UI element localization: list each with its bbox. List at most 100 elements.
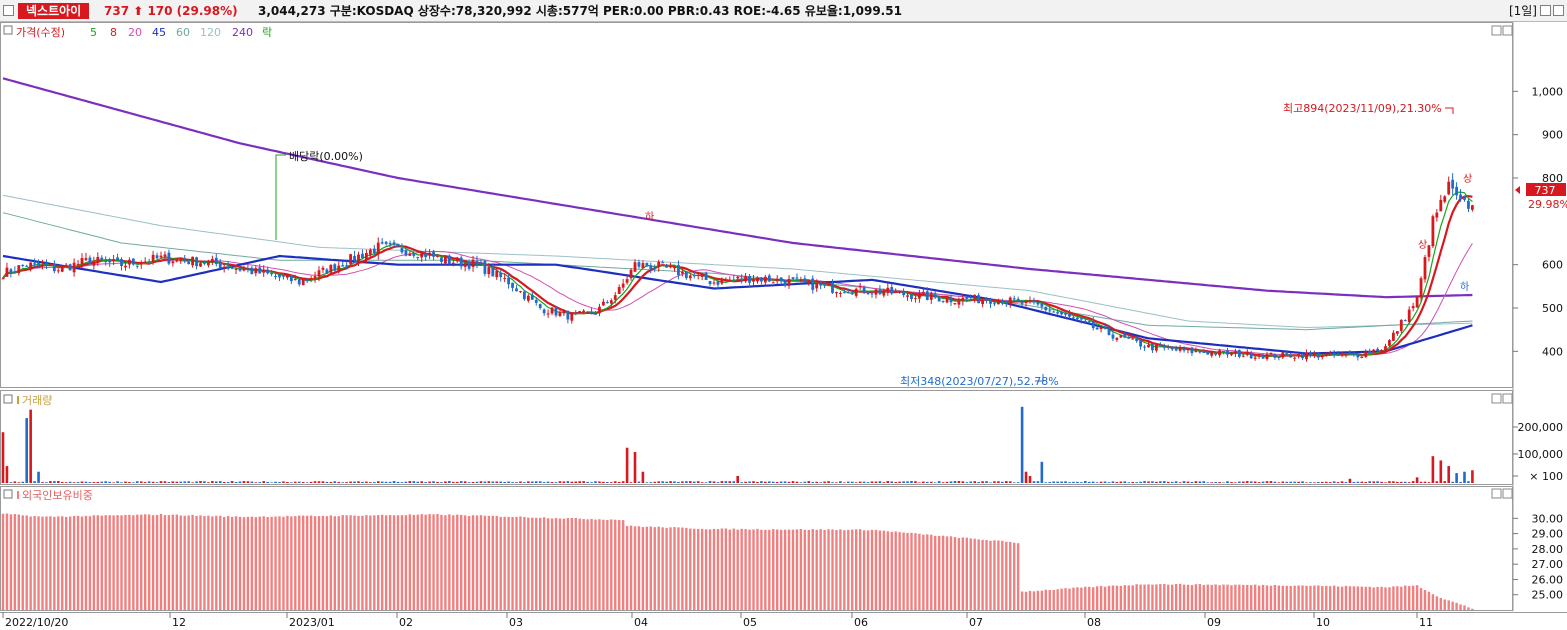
volume-bar — [511, 482, 514, 483]
volume-legend: 거래량 — [3, 394, 52, 407]
candle-body — [538, 304, 542, 309]
candle-body — [831, 282, 834, 293]
panel-option-button[interactable] — [1491, 393, 1502, 404]
candle-body — [637, 262, 641, 267]
candle-body — [1451, 179, 1455, 189]
foreign-ratio-bar — [467, 515, 471, 610]
candle-body — [1384, 346, 1387, 351]
volume-bar — [242, 481, 246, 483]
volume-bar — [80, 481, 84, 483]
volume-bar — [538, 481, 542, 483]
volume-bar — [779, 481, 783, 483]
panel-close-button[interactable] — [1502, 393, 1513, 404]
candle-body — [507, 277, 510, 285]
foreign-ratio-bar — [1099, 585, 1103, 610]
volume-bar — [329, 481, 333, 483]
candle-body — [1380, 350, 1383, 353]
foreign-ratio-bar — [1040, 590, 1044, 610]
period-selector[interactable]: [1일] — [1508, 4, 1537, 18]
candle-body — [33, 262, 36, 264]
candle-body — [1032, 300, 1036, 303]
foreign-ratio-bar — [92, 515, 96, 610]
foreign-ratio-bar — [1392, 586, 1395, 610]
candle-body — [503, 278, 507, 280]
foreign-ratio-bar — [1372, 587, 1375, 610]
volume-bar — [1174, 481, 1178, 483]
candle-body — [436, 255, 439, 257]
candle-body — [274, 275, 277, 277]
candle-body — [740, 278, 744, 281]
volume-bar — [854, 482, 858, 483]
candle-body — [1135, 338, 1139, 342]
candle-body — [866, 291, 870, 294]
foreign-ratio-bar — [72, 515, 76, 610]
volume-bar — [503, 481, 506, 483]
candle-body — [811, 278, 815, 290]
volume-bar — [1388, 481, 1391, 483]
volume-bar — [637, 481, 641, 483]
volume-bar — [143, 482, 147, 483]
stock-name-label[interactable]: 넥스트아이 — [18, 3, 90, 19]
foreign-ratio-bar — [187, 515, 190, 610]
candle-body — [1265, 354, 1269, 360]
volume-bar — [708, 481, 712, 483]
foreign-ratio-bar — [68, 516, 72, 610]
panel-close-button[interactable] — [1502, 488, 1513, 499]
volume-bar — [692, 481, 696, 483]
foreign-ratio-bar — [128, 514, 131, 610]
volume-bar — [843, 482, 846, 483]
volume-bar — [795, 481, 799, 483]
panel-option-button[interactable] — [1491, 25, 1502, 36]
panel-close-button[interactable] — [1502, 25, 1513, 36]
candle-body — [293, 279, 297, 281]
foreign-ratio-bar — [633, 526, 637, 610]
foreign-ratio-bar — [602, 519, 605, 610]
foreign-ratio-bar — [890, 531, 893, 610]
candle-body — [578, 311, 582, 313]
candle-body — [1008, 297, 1012, 305]
volume-bar — [898, 481, 901, 483]
candle-body — [1364, 351, 1368, 357]
candle-body — [949, 297, 953, 303]
close-icon[interactable] — [1553, 5, 1564, 16]
candle-body — [1036, 302, 1040, 305]
candle-body — [977, 295, 981, 304]
panel-option-button[interactable] — [1491, 488, 1502, 499]
foreign-ratio-bar — [764, 529, 767, 610]
volume-bar — [764, 481, 767, 483]
foreign-ratio-bar — [226, 515, 230, 610]
candle-body — [700, 274, 704, 277]
legend-item-ma45: 45 — [152, 26, 166, 39]
foreign-ratio-bar — [835, 529, 838, 610]
volume-bar — [159, 481, 163, 483]
foreign-ratio-bar — [740, 528, 743, 610]
candle-body — [870, 293, 874, 295]
volume-bar — [914, 481, 917, 483]
foreign-ratio-bar — [286, 515, 289, 610]
foreign-ratio-bar — [436, 513, 439, 610]
volume-bar — [1230, 482, 1233, 483]
foreign-ratio-bar — [420, 514, 423, 610]
volume-bar — [301, 482, 305, 483]
foreign-ratio-bar — [171, 514, 175, 610]
candle-body — [957, 301, 961, 305]
volume-bar — [199, 481, 202, 483]
foreign-ratio-bar — [278, 516, 281, 610]
candle-body — [692, 275, 696, 277]
candle-body — [523, 291, 526, 300]
foreign-ratio-bar — [1423, 589, 1427, 610]
foreign-ratio-bar — [1329, 586, 1332, 610]
candle-body — [708, 281, 712, 284]
minimize-icon[interactable] — [1540, 5, 1551, 16]
candle-body — [56, 270, 60, 272]
foreign-ratio-bar — [1443, 599, 1446, 610]
candle-body — [128, 259, 131, 265]
candle-body — [84, 258, 88, 261]
candle-body — [1131, 338, 1135, 340]
volume-bar — [116, 481, 119, 483]
foreign-ratio-bar — [1404, 585, 1407, 610]
select-checkbox[interactable] — [3, 5, 14, 16]
foreign-ratio-bar — [843, 530, 846, 610]
foreign-ratio-bar — [84, 515, 88, 610]
volume-bar — [1001, 481, 1004, 483]
